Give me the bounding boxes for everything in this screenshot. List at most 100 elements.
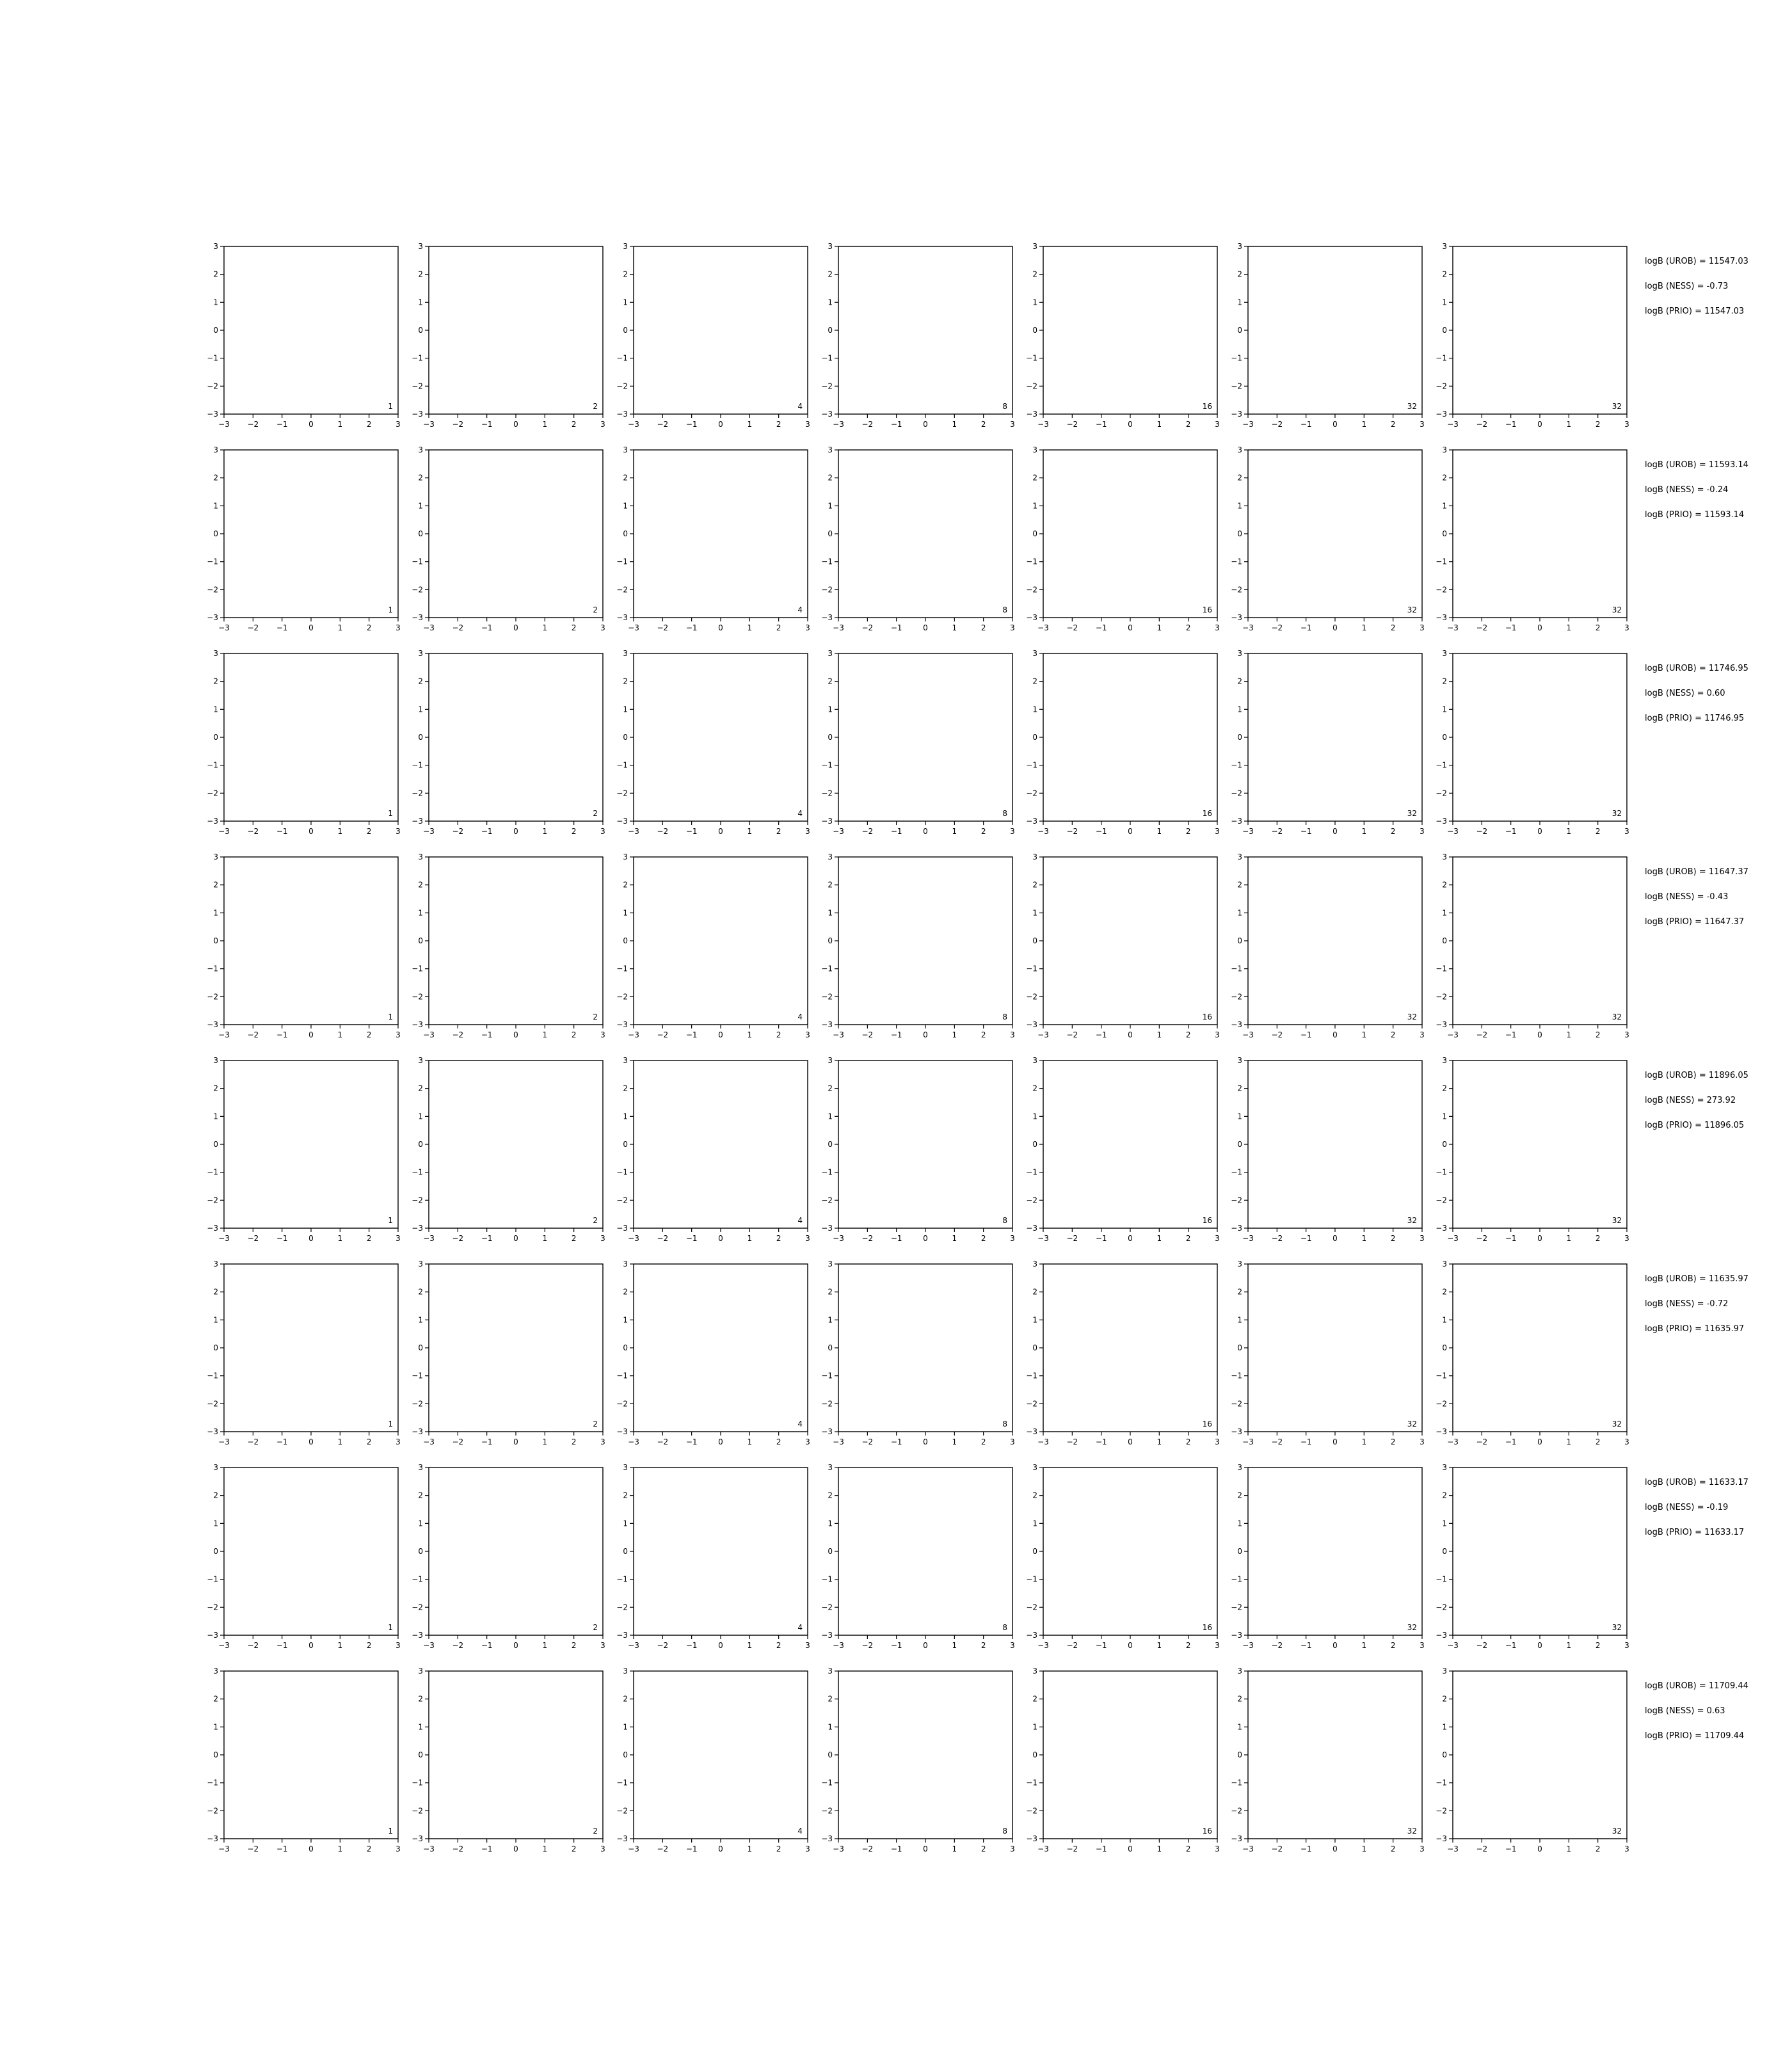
y-tick-label: 0	[828, 733, 833, 742]
x-tick-label: −1	[1096, 1844, 1107, 1853]
x-tick-label: −2	[452, 827, 463, 836]
x-tick-label: −3	[423, 420, 435, 429]
y-tick-label: 1	[1237, 501, 1242, 510]
x-tick-label: 1	[1567, 1641, 1572, 1650]
y-tick-label: 1	[1237, 1722, 1242, 1731]
subplot: −3−3 −2 −2 −1 −1 0 0 1 1 2 2 3 3 32	[1436, 1260, 1629, 1446]
x-tick-label: 0	[718, 827, 723, 836]
log-bayes-stat: logB (UROB) = 11709.44	[1645, 1681, 1748, 1691]
y-tick-label: 3	[828, 1260, 833, 1268]
y-tick-label: −3	[1231, 1020, 1242, 1029]
y-tick-label: −1	[207, 557, 218, 566]
x-tick-label: −2	[1476, 1030, 1487, 1039]
y-tick-label: 3	[1237, 649, 1242, 658]
y-tick-label: 3	[213, 1056, 218, 1065]
x-tick-label: 2	[776, 1234, 781, 1243]
y-tick-label: 3	[418, 852, 423, 861]
plot-frame	[1452, 653, 1628, 822]
plot-frame	[223, 1060, 399, 1229]
x-tick-label: 1	[1157, 1437, 1162, 1446]
y-tick-label: −1	[616, 964, 628, 973]
y-tick-label: 1	[418, 501, 423, 510]
x-tick-label: 2	[1391, 1234, 1396, 1243]
x-tick-label: −3	[1242, 623, 1254, 632]
x-tick-label: 2	[1391, 827, 1396, 836]
y-tick-label: 3	[1237, 1056, 1242, 1065]
y-tick-label: −1	[1231, 761, 1242, 770]
y-tick-label: −2	[1231, 788, 1242, 797]
x-tick-label: 1	[952, 1234, 957, 1243]
panel-corner-label: 1	[388, 605, 393, 614]
x-tick-label: 2	[1596, 1234, 1601, 1243]
x-tick-label: 1	[1567, 420, 1572, 429]
y-tick-label: 3	[1032, 445, 1037, 454]
x-tick-label: 2	[1391, 1030, 1396, 1039]
x-tick-label: 3	[600, 1844, 605, 1853]
plot-frame	[428, 653, 604, 822]
y-tick-label: 2	[418, 1288, 423, 1297]
x-tick-label: −3	[218, 1437, 230, 1446]
x-tick-label: 1	[952, 1437, 957, 1446]
log-bayes-stat: logB (NESS) = 273.92	[1645, 1096, 1736, 1105]
x-tick-label: −1	[891, 1844, 902, 1853]
y-tick-label: −2	[616, 788, 628, 797]
x-tick-label: 1	[952, 623, 957, 632]
y-tick-label: −3	[821, 1834, 833, 1843]
x-tick-label: 2	[1186, 827, 1191, 836]
x-tick-label: −2	[1066, 827, 1078, 836]
plot-frame	[633, 1467, 808, 1636]
y-tick-label: 3	[1442, 1056, 1447, 1065]
x-tick-label: 0	[718, 623, 723, 632]
x-tick-label: −1	[1505, 1641, 1517, 1650]
y-tick-label: −3	[207, 410, 218, 419]
panel-corner-label: 8	[1002, 1623, 1007, 1632]
x-tick-label: 2	[1596, 827, 1601, 836]
panel-corner-label: 2	[593, 1623, 598, 1632]
y-tick-label: 2	[1442, 1491, 1447, 1500]
x-tick-label: −3	[423, 1030, 435, 1039]
log-bayes-stat: logB (UROB) = 11647.37	[1645, 867, 1748, 877]
y-tick-label: −3	[412, 1427, 423, 1436]
panel-corner-label: 32	[1612, 809, 1622, 818]
y-tick-label: −1	[412, 1168, 423, 1177]
y-tick-label: 2	[623, 1084, 628, 1093]
x-tick-label: 1	[748, 1234, 753, 1243]
log-bayes-stat: logB (PRIO) = 11633.17	[1645, 1528, 1744, 1537]
x-tick-label: −1	[481, 1234, 493, 1243]
x-tick-label: −2	[1066, 1844, 1078, 1853]
y-tick-label: 2	[1237, 1491, 1242, 1500]
y-tick-label: 0	[828, 1547, 833, 1556]
y-tick-label: 3	[828, 445, 833, 454]
y-tick-label: 1	[1442, 1315, 1447, 1324]
y-tick-label: −2	[616, 1603, 628, 1612]
panel-corner-label: 16	[1203, 809, 1212, 818]
y-tick-label: 0	[828, 1140, 833, 1149]
x-tick-label: 1	[748, 1030, 753, 1039]
panel-corner-label: 1	[388, 1827, 393, 1836]
x-tick-label: −2	[657, 1234, 668, 1243]
plot-frame	[1043, 653, 1218, 822]
x-tick-label: 2	[1186, 420, 1191, 429]
x-tick-label: 0	[308, 1437, 314, 1446]
x-tick-label: −1	[1096, 1641, 1107, 1650]
x-tick-label: −3	[218, 420, 230, 429]
x-tick-label: −2	[247, 1030, 259, 1039]
y-tick-label: 3	[1032, 1667, 1037, 1676]
y-tick-label: 1	[623, 1315, 628, 1324]
y-tick-label: 0	[213, 1750, 218, 1759]
y-tick-label: 0	[418, 1140, 423, 1149]
y-tick-label: −3	[412, 1834, 423, 1843]
y-tick-label: 0	[418, 529, 423, 538]
x-tick-label: −3	[1447, 623, 1459, 632]
y-tick-label: 1	[623, 705, 628, 714]
y-tick-label: 0	[1442, 936, 1447, 945]
log-bayes-stat: logB (PRIO) = 11547.03	[1645, 307, 1744, 316]
y-tick-label: 0	[828, 1750, 833, 1759]
y-tick-label: 0	[1237, 1547, 1242, 1556]
